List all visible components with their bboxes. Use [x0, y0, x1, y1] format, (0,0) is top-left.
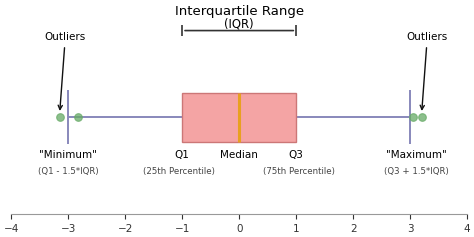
Text: "Maximum": "Maximum" [385, 150, 447, 160]
Text: (75th Percentile): (75th Percentile) [263, 167, 335, 176]
Text: (25th Percentile): (25th Percentile) [144, 167, 215, 176]
Text: (Q3 + 1.5*IQR): (Q3 + 1.5*IQR) [383, 167, 448, 176]
Text: Outliers: Outliers [45, 32, 86, 109]
Text: Interquartile Range: Interquartile Range [174, 5, 304, 18]
Text: Q1: Q1 [175, 150, 190, 160]
Text: Q3: Q3 [289, 150, 304, 160]
Text: Outliers: Outliers [407, 32, 448, 109]
Text: "Minimum": "Minimum" [39, 150, 97, 160]
Bar [182, 92, 296, 141]
Text: Median: Median [220, 150, 258, 160]
Text: (IQR): (IQR) [224, 18, 254, 31]
Text: (Q1 - 1.5*IQR): (Q1 - 1.5*IQR) [38, 167, 99, 176]
